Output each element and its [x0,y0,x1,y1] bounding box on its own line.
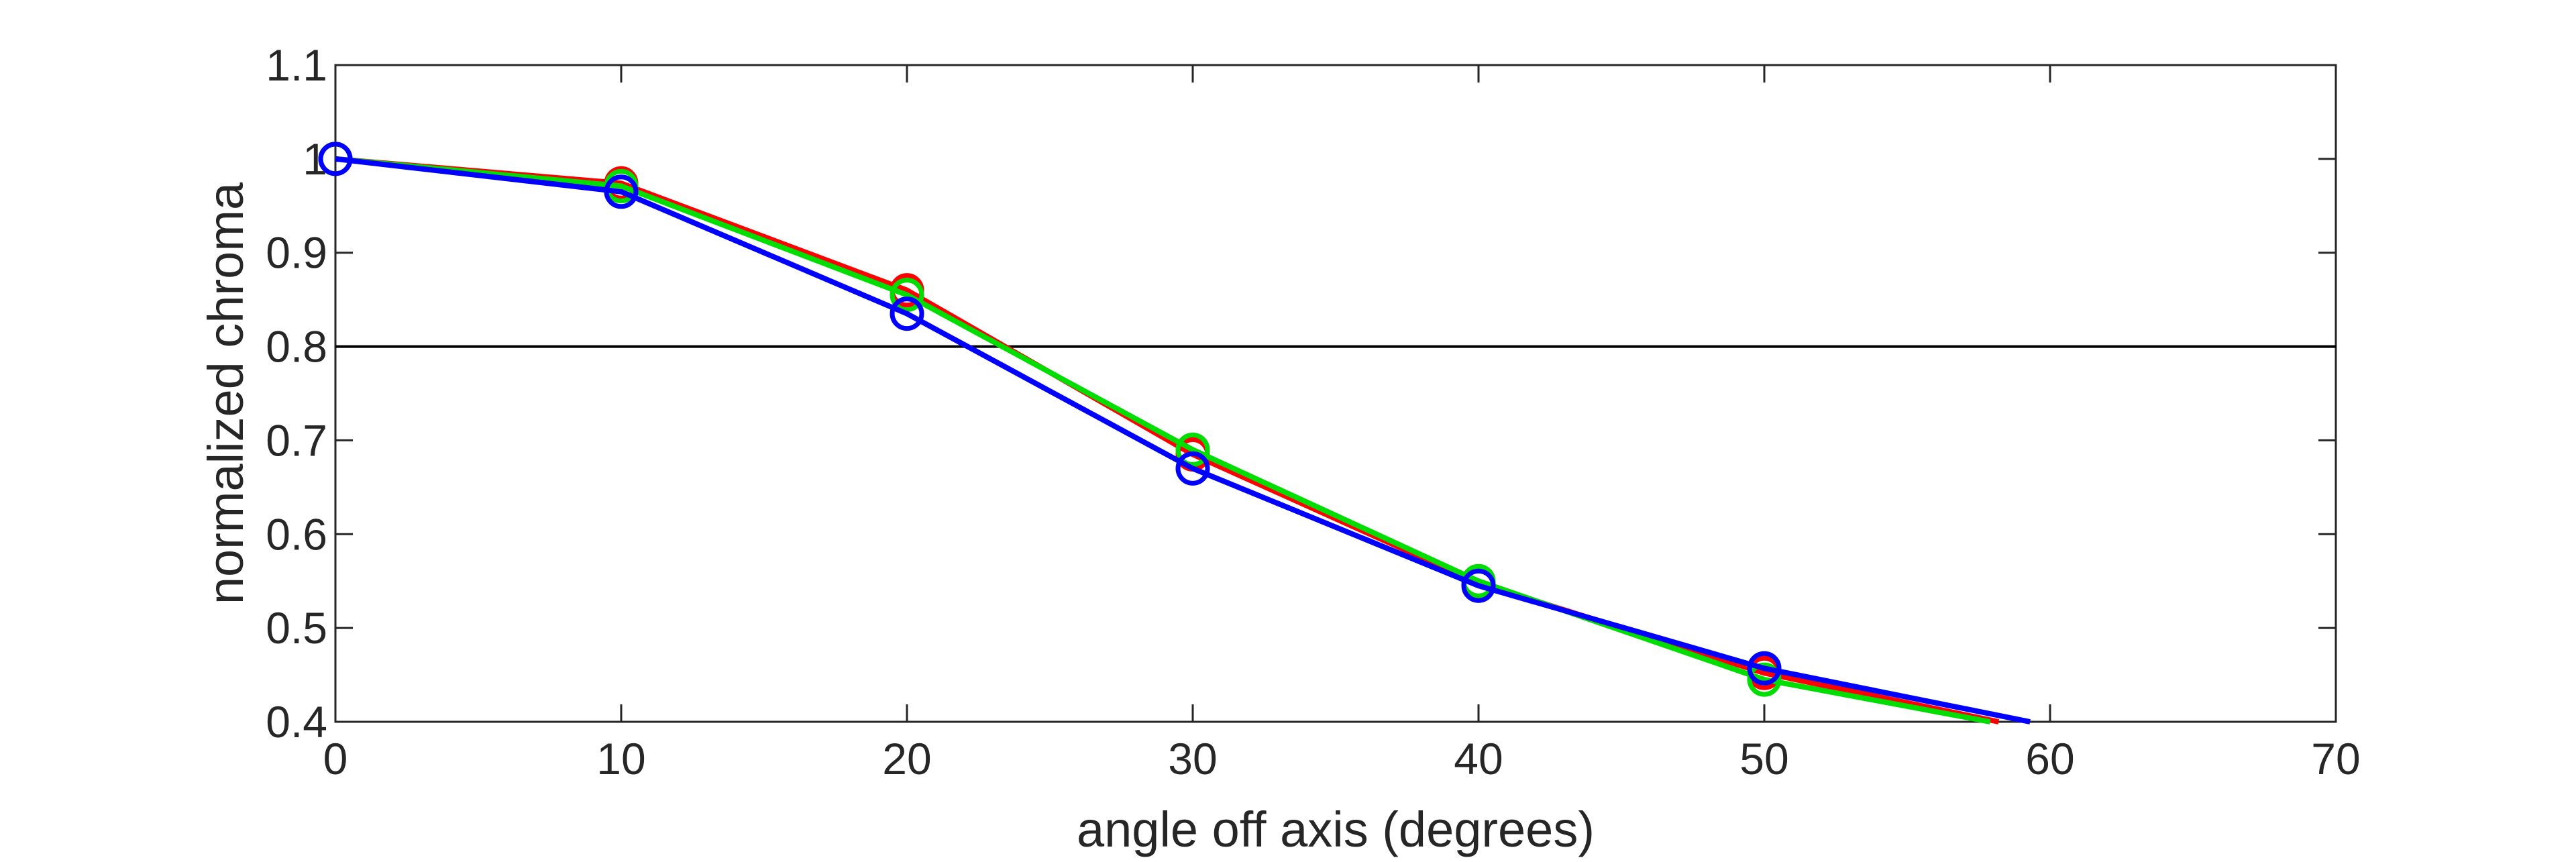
x-tick-label: 20 [882,734,931,784]
series-marker-2 [1175,451,1210,486]
y-axis-title: normalized chroma [198,182,254,604]
series-marker-2 [890,297,924,331]
series-marker-1 [1175,432,1210,467]
x-tick-label: 60 [2025,734,2074,784]
x-tick-label: 10 [596,734,645,784]
y-tick-label: 0.4 [266,697,327,747]
y-tick-label: 0.8 [266,322,327,372]
series-marker-2 [1461,568,1496,603]
y-tick-label: 0.5 [266,603,327,653]
x-tick-label: 30 [1168,734,1217,784]
series-line-2 [335,156,2031,724]
y-tick-label: 0.6 [266,509,327,559]
y-tick-label: 0.9 [266,228,327,278]
x-tick-label: 0 [323,734,348,784]
y-tick-label: 1.1 [266,40,327,90]
y-tick-label: 1 [303,134,327,184]
series-line-1 [335,156,1991,724]
x-tick-label: 70 [2311,734,2360,784]
x-tick-label: 50 [1739,734,1788,784]
series-marker-2 [318,142,353,176]
plot-frame [334,64,2337,723]
plot-area: 0 10 20 30 40 50 60 70 0.4 0.5 0.6 0.7 0.8 0.9 1 1.1 [266,40,2360,784]
series-marker-2 [604,174,639,209]
x-tick-label: 40 [1454,734,1503,784]
series-marker-1 [1747,662,1782,697]
x-axis-title: angle off axis (degrees) [1077,802,1595,857]
y-tick-label: 0.7 [266,415,327,465]
series-marker-2 [1747,651,1782,686]
series-line-0 [335,156,2000,724]
series-marker-1 [890,278,924,313]
